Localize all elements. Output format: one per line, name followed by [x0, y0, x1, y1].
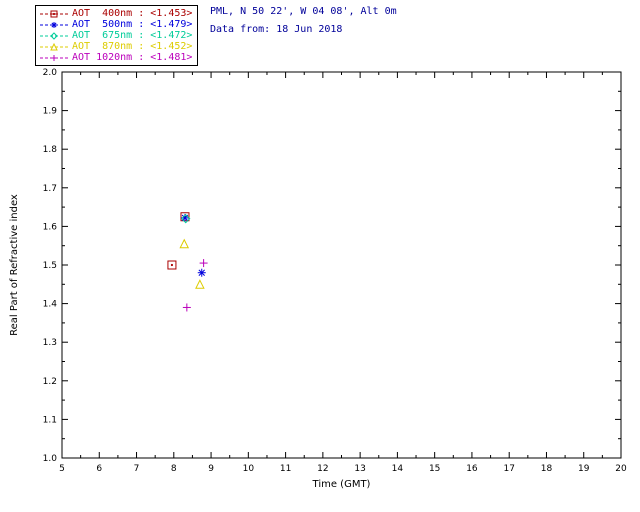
y-tick-label: 1.7 [43, 184, 57, 194]
x-tick-label: 13 [354, 464, 365, 474]
x-tick-label: 12 [317, 464, 328, 474]
legend-label: AOT 1020nm : <1.481> [72, 52, 193, 63]
x-tick-label: 7 [134, 464, 140, 474]
y-tick-label: 1.1 [43, 415, 57, 425]
legend-label: AOT 400nm : <1.453> [72, 8, 193, 19]
series-aot-870nm [179, 238, 205, 289]
legend-item-aot-675nm: AOT 675nm : <1.472> [39, 30, 192, 41]
y-tick-label: 1.2 [43, 377, 57, 387]
x-tick-label: 17 [503, 464, 514, 474]
legend-line-sample [40, 31, 68, 40]
header-info: PML, N 50 22', W 04 08', Alt 0m Data fro… [210, 6, 397, 42]
y-axis-ticks: 1.0 1.1 1.2 1.3 1.4 1.5 1.6 1.7 1.8 1.9 2.0 [43, 68, 621, 464]
legend-label: AOT 675nm : <1.472> [72, 30, 193, 41]
y-tick-label: 1.4 [43, 300, 58, 310]
legend-line-sample [40, 21, 68, 28]
legend-item-aot-400nm: AOT 400nm : <1.453> [39, 8, 192, 19]
x-axis-ticks: 5 6 7 8 9 10 11 12 13 14 15 16 17 18 19 20 [59, 72, 627, 474]
date-text: Data from: 18 Jun 2018 [210, 24, 343, 35]
legend-box: AOT 400nm : <1.453> AOT 500nm : <1.479> AO… [35, 5, 199, 66]
x-axis-title: Time (GMT) [312, 479, 371, 490]
x-tick-label: 10 [243, 464, 255, 474]
x-tick-label: 20 [615, 464, 627, 474]
series-aot-500nm [180, 213, 206, 277]
x-tick-label: 15 [429, 464, 440, 474]
y-tick-label: 1.8 [43, 145, 58, 155]
x-tick-label: 6 [96, 464, 102, 474]
legend-item-aot-500nm: AOT 500nm : <1.479> [39, 19, 192, 30]
x-tick-label: 11 [280, 464, 291, 474]
station-text: PML, N 50 22', W 04 08', Alt 0m [210, 6, 397, 17]
y-tick-label: 1.3 [43, 338, 57, 348]
legend-label: AOT 500nm : <1.479> [72, 19, 193, 30]
series-aot-400nm [167, 212, 190, 270]
x-tick-label: 5 [59, 464, 65, 474]
legend-line-sample [40, 54, 68, 61]
data-points [167, 212, 208, 312]
y-tick-label: 1.5 [43, 261, 57, 271]
x-tick-label: 14 [392, 464, 404, 474]
legend-item-aot-870nm: AOT 870nm : <1.452> [39, 41, 192, 52]
x-tick-label: 16 [466, 464, 478, 474]
x-tick-label: 9 [208, 464, 214, 474]
series-aot-1020nm [182, 259, 208, 312]
x-tick-label: 18 [541, 464, 553, 474]
y-tick-label: 2.0 [43, 68, 58, 78]
y-tick-label: 1.0 [43, 454, 58, 464]
x-tick-label: 8 [171, 464, 177, 474]
series-aot-675nm [181, 213, 191, 224]
legend-item-aot-1020nm: AOT 1020nm : <1.481> [39, 52, 192, 63]
legend-line-sample [40, 10, 68, 17]
legend-label: AOT 870nm : <1.452> [72, 41, 193, 52]
legend-line-sample [40, 42, 68, 50]
x-tick-label: 19 [578, 464, 590, 474]
y-tick-label: 1.6 [43, 222, 58, 232]
plot-frame [61, 71, 622, 459]
y-tick-label: 1.9 [43, 107, 58, 117]
y-axis-title: Real Part of Refractive index [9, 194, 20, 336]
